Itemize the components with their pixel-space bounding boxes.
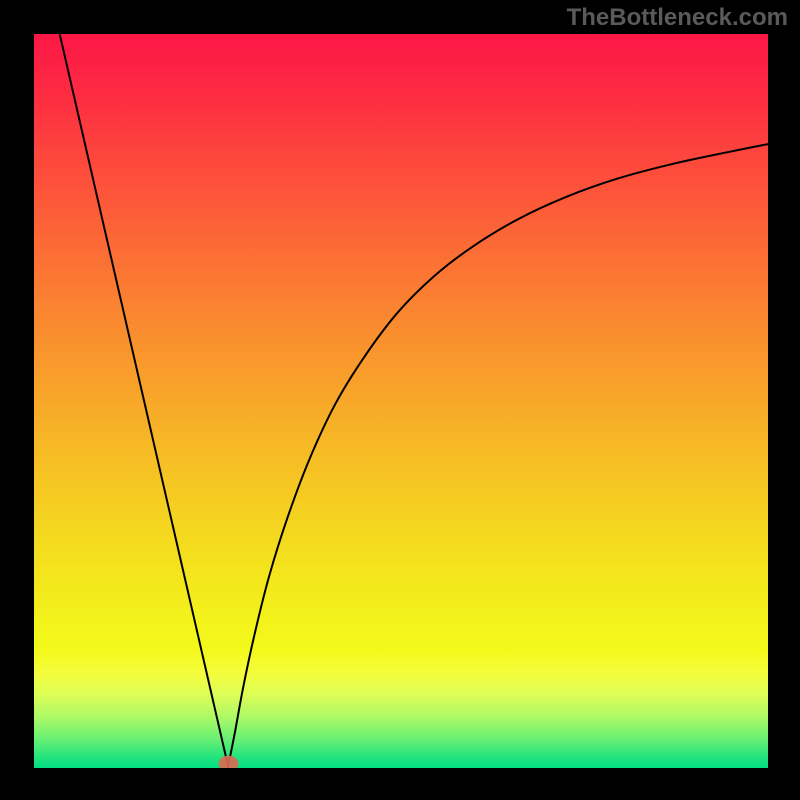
- right-branch-line: [229, 144, 768, 764]
- chart-container: TheBottleneck.com: [0, 0, 800, 800]
- plot-area: [34, 34, 768, 768]
- watermark-text: TheBottleneck.com: [567, 4, 788, 32]
- minimum-marker: [219, 756, 239, 768]
- bottleneck-curve: [34, 34, 768, 768]
- left-branch-line: [60, 34, 229, 768]
